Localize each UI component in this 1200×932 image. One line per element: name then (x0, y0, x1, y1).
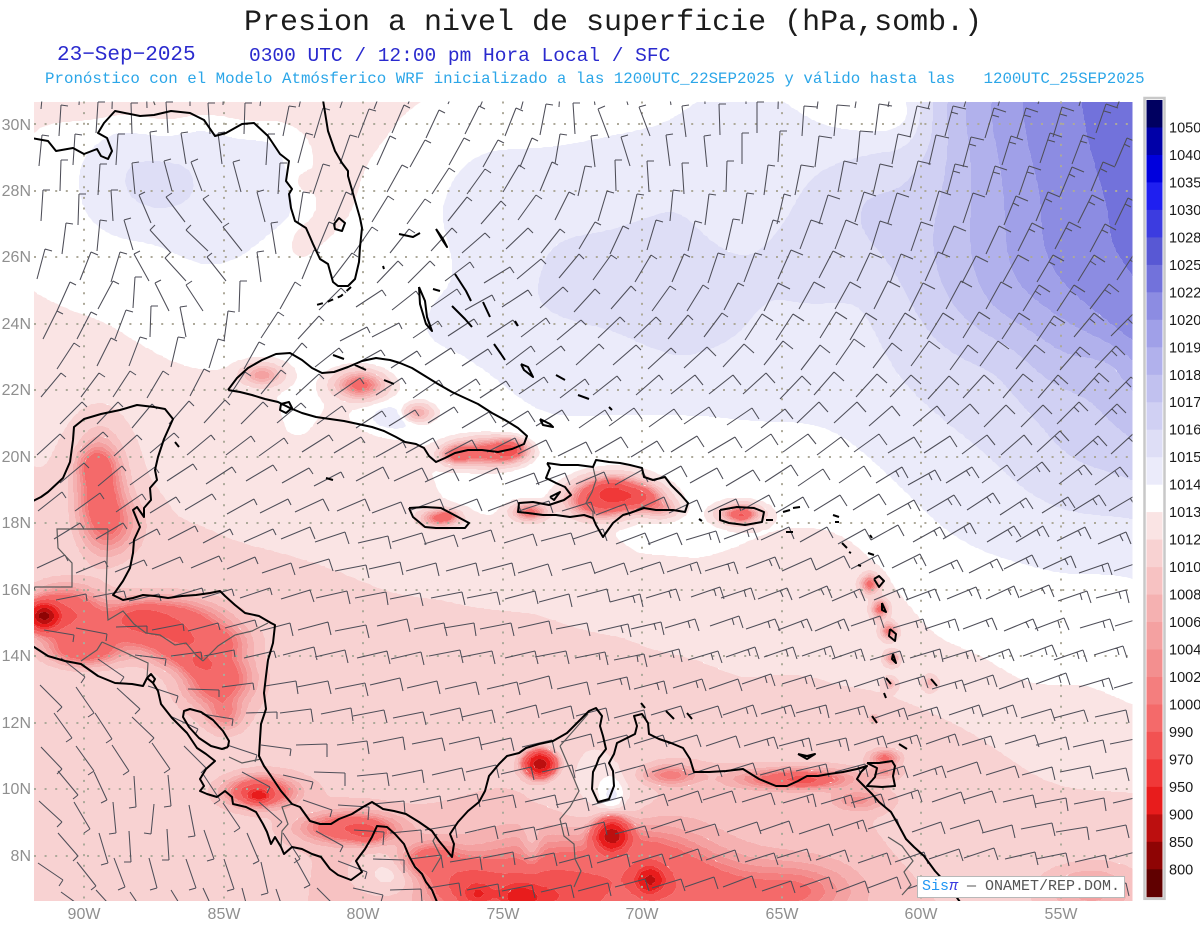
svg-text:1035: 1035 (1169, 175, 1200, 191)
svg-text:1018: 1018 (1169, 368, 1200, 384)
svg-text:55W: 55W (1045, 906, 1079, 923)
svg-text:1022: 1022 (1169, 285, 1200, 301)
svg-text:85W: 85W (208, 906, 242, 923)
svg-text:75W: 75W (487, 906, 521, 923)
svg-text:1012: 1012 (1169, 533, 1200, 549)
svg-text:1016: 1016 (1169, 423, 1200, 439)
svg-text:990: 990 (1169, 725, 1193, 741)
svg-text:800: 800 (1169, 862, 1193, 878)
svg-text:1017: 1017 (1169, 395, 1200, 411)
svg-text:90W: 90W (68, 906, 102, 923)
svg-text:1014: 1014 (1169, 478, 1200, 494)
svg-text:26N: 26N (2, 249, 31, 266)
svg-text:10N: 10N (2, 781, 31, 798)
svg-text:24N: 24N (2, 316, 31, 333)
svg-text:1010: 1010 (1169, 560, 1200, 576)
svg-text:1004: 1004 (1169, 643, 1200, 659)
svg-text:1002: 1002 (1169, 670, 1200, 686)
svg-text:70W: 70W (626, 906, 660, 923)
svg-text:1000: 1000 (1169, 698, 1200, 714)
svg-text:80W: 80W (347, 906, 381, 923)
svg-text:1030: 1030 (1169, 203, 1200, 219)
svg-text:1013: 1013 (1169, 505, 1200, 521)
svg-text:8N: 8N (11, 848, 31, 865)
svg-text:1008: 1008 (1169, 588, 1200, 604)
svg-text:22N: 22N (2, 382, 31, 399)
svg-text:900: 900 (1169, 807, 1193, 823)
svg-text:970: 970 (1169, 752, 1193, 768)
svg-text:950: 950 (1169, 780, 1193, 796)
svg-text:20N: 20N (2, 449, 31, 466)
svg-text:16N: 16N (2, 582, 31, 599)
svg-text:30N: 30N (2, 117, 31, 134)
svg-text:14N: 14N (2, 648, 31, 665)
svg-text:18N: 18N (2, 515, 31, 532)
svg-text:1050: 1050 (1169, 121, 1200, 137)
svg-text:1028: 1028 (1169, 230, 1200, 246)
svg-text:60W: 60W (905, 906, 939, 923)
svg-text:65W: 65W (766, 906, 800, 923)
svg-text:1019: 1019 (1169, 340, 1200, 356)
svg-text:1015: 1015 (1169, 450, 1200, 466)
svg-text:12N: 12N (2, 715, 31, 732)
svg-text:1040: 1040 (1169, 148, 1200, 164)
svg-text:1025: 1025 (1169, 258, 1200, 274)
svg-text:28N: 28N (2, 183, 31, 200)
svg-text:850: 850 (1169, 835, 1193, 851)
svg-text:1020: 1020 (1169, 313, 1200, 329)
svg-text:1006: 1006 (1169, 615, 1200, 631)
